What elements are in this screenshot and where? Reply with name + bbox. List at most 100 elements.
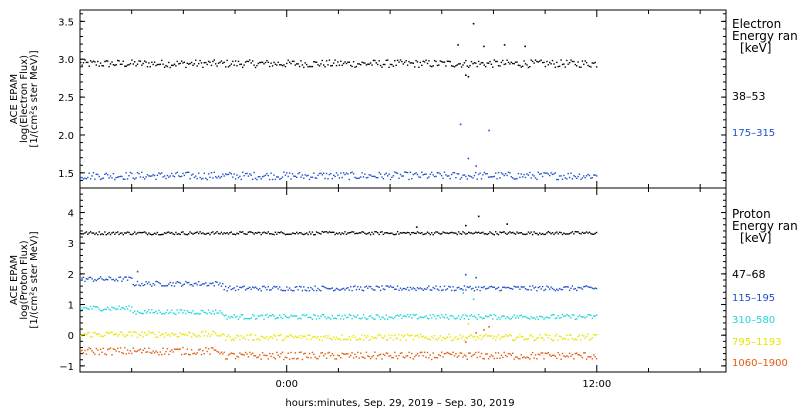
data-point	[436, 339, 439, 341]
data-point	[512, 352, 514, 354]
data-point	[267, 316, 269, 318]
data-point	[144, 284, 146, 286]
data-point	[159, 311, 161, 313]
data-point	[101, 310, 103, 312]
data-point	[121, 63, 123, 65]
data-point	[409, 356, 412, 359]
data-point	[423, 288, 426, 290]
data-point	[557, 315, 559, 317]
data-point	[246, 317, 248, 320]
data-point	[389, 337, 392, 339]
data-point	[333, 290, 335, 292]
data-point	[527, 174, 530, 176]
data-point	[337, 233, 339, 235]
data-point	[448, 285, 450, 288]
data-point	[270, 62, 272, 64]
data-point	[395, 233, 397, 235]
data-point	[155, 350, 157, 352]
data-point	[244, 172, 247, 175]
data-point	[153, 174, 156, 177]
data-point	[307, 233, 309, 236]
data-point	[556, 288, 558, 290]
data-point	[288, 61, 291, 63]
data-point	[466, 286, 468, 288]
data-point	[220, 351, 223, 353]
data-point	[107, 233, 109, 235]
data-point	[429, 233, 431, 236]
data-point	[431, 335, 433, 338]
data-point	[161, 172, 163, 174]
data-point	[446, 288, 449, 290]
data-point	[216, 65, 218, 67]
data-point	[249, 59, 251, 61]
data-point	[210, 64, 213, 67]
data-point	[551, 173, 554, 176]
data-point	[414, 314, 416, 316]
data-point	[520, 173, 522, 175]
data-point	[139, 312, 142, 314]
data-point	[350, 354, 352, 357]
data-point	[496, 357, 498, 360]
data-point	[442, 231, 444, 233]
data-point	[364, 317, 366, 319]
data-point	[475, 339, 477, 341]
data-point	[382, 233, 385, 236]
data-point	[392, 356, 395, 359]
data-point	[357, 177, 359, 180]
data-point	[537, 337, 539, 339]
data-point	[280, 333, 282, 336]
data-point-outlier	[472, 298, 475, 300]
data-point	[172, 233, 174, 235]
data-point	[350, 286, 352, 288]
data-point	[566, 355, 568, 357]
data-point	[453, 66, 456, 68]
data-point	[307, 316, 309, 319]
data-point	[401, 317, 403, 320]
data-point	[463, 62, 466, 64]
data-point	[166, 334, 169, 336]
data-point	[179, 176, 181, 178]
data-point	[325, 287, 328, 289]
data-point	[371, 336, 373, 338]
data-point	[320, 315, 322, 318]
data-point	[175, 65, 177, 67]
data-point	[261, 352, 264, 354]
data-point	[354, 353, 356, 356]
data-point	[246, 353, 248, 355]
data-point	[433, 232, 436, 234]
data-point	[537, 234, 539, 236]
data-point	[506, 316, 508, 318]
data-point	[392, 233, 395, 236]
data-point	[412, 358, 414, 360]
data-point	[179, 233, 181, 236]
data-point-outlier	[465, 74, 467, 76]
data-point	[213, 233, 215, 235]
data-point	[500, 172, 503, 174]
data-point	[270, 355, 272, 358]
data-point	[438, 337, 440, 339]
data-point	[458, 231, 460, 233]
data-point	[327, 352, 329, 354]
data-point	[294, 175, 296, 177]
data-point	[453, 289, 456, 292]
data-point	[190, 283, 193, 286]
data-point	[583, 316, 585, 318]
data-point	[595, 287, 598, 290]
data-point	[132, 177, 134, 179]
data-point	[357, 314, 359, 316]
data-point	[394, 171, 396, 173]
data-point	[590, 356, 592, 358]
data-point	[492, 286, 494, 288]
data-point	[81, 64, 83, 66]
data-point	[146, 283, 149, 285]
data-point	[131, 352, 133, 355]
data-point	[242, 171, 244, 173]
data-point	[236, 65, 238, 67]
data-point	[117, 335, 119, 337]
data-point	[222, 62, 224, 64]
data-point	[163, 336, 166, 338]
data-point	[513, 358, 515, 360]
data-point	[88, 65, 90, 67]
data-point	[291, 60, 294, 62]
data-point	[554, 290, 557, 292]
